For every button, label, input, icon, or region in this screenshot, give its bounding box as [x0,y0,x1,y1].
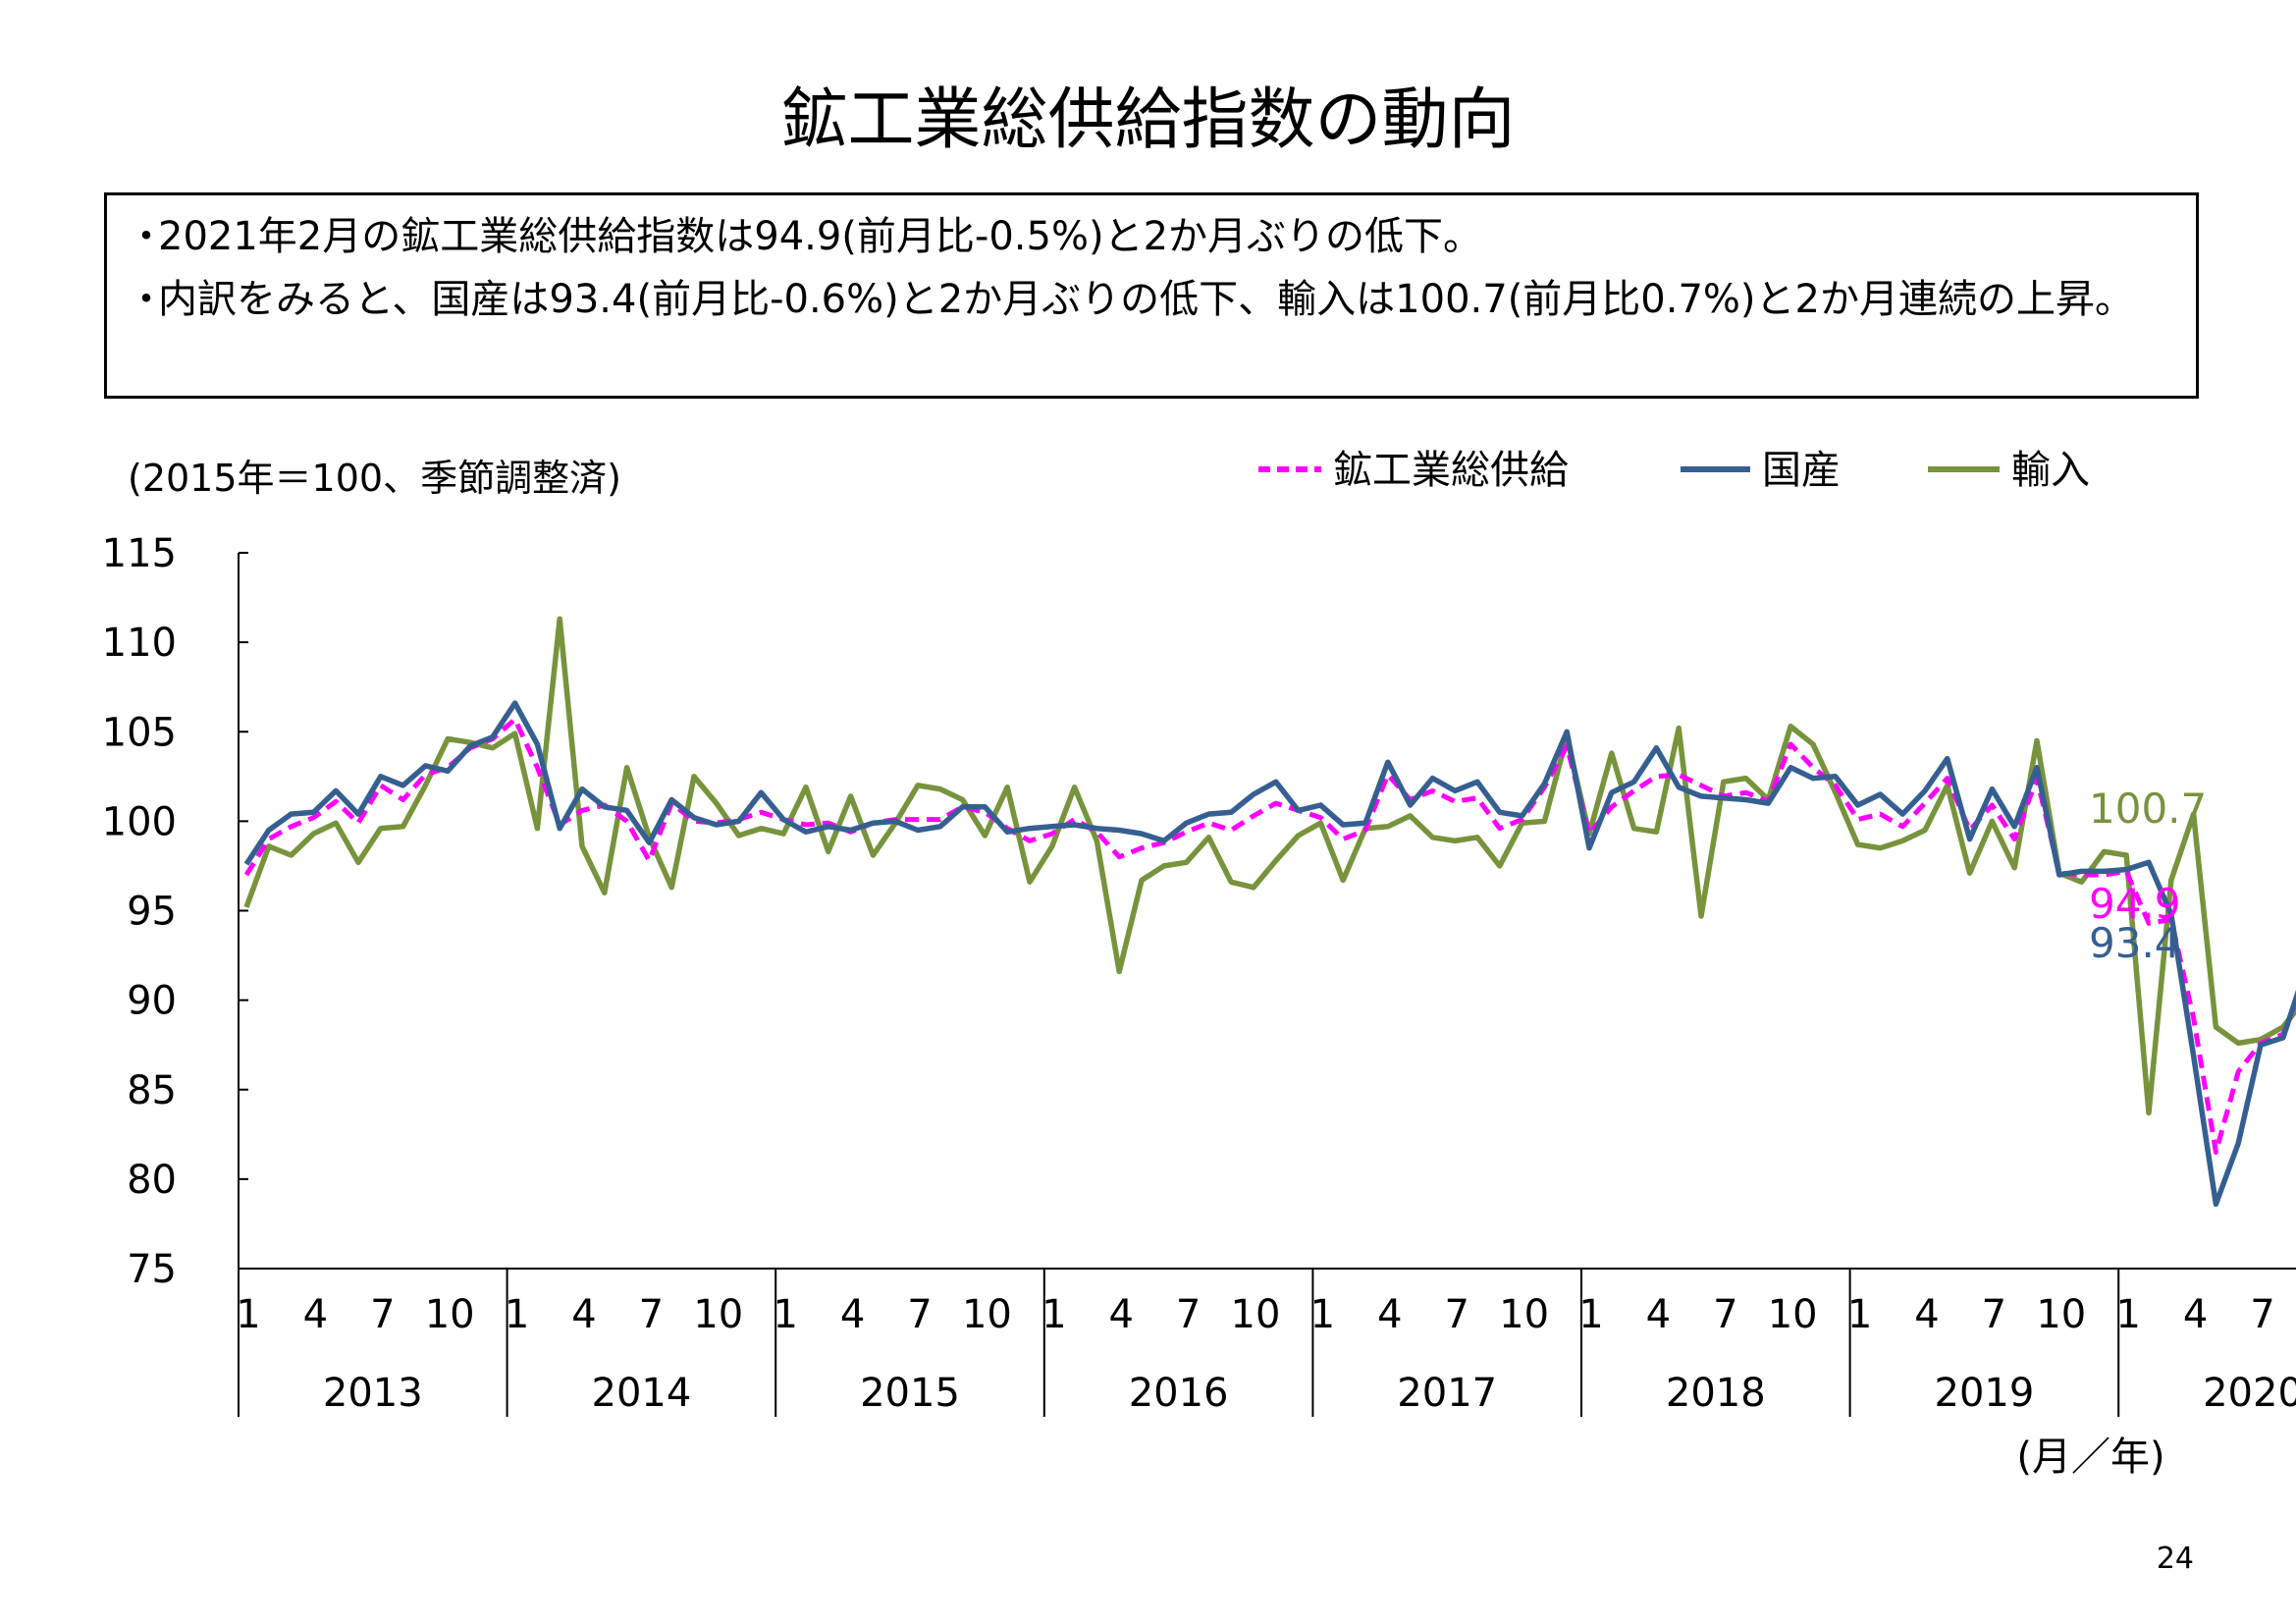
x-month-label: 7 [2250,1292,2274,1337]
x-month-label: 10 [425,1292,475,1337]
x-month-label: 7 [639,1292,664,1337]
x-month-label: 7 [1176,1292,1201,1337]
x-year-label: 2013 [323,1371,423,1416]
x-month-label: 7 [370,1292,395,1337]
x-month-label: 7 [1444,1292,1468,1337]
summary-bullet-2: ・ 内訳をみると、国産は93.4(前月比-0.6%)と2か月ぶりの低下、輸入は1… [127,272,2176,327]
x-month-label: 4 [1646,1292,1671,1337]
y-tick-label: 90 [127,979,177,1024]
x-month-label: 7 [907,1292,932,1337]
x-month-label: 1 [773,1292,797,1337]
x-month-label: 4 [1914,1292,1939,1337]
y-tick-label: 80 [127,1158,177,1203]
x-month-label: 10 [2036,1292,2086,1337]
x-month-label: 1 [236,1292,260,1337]
summary-bullet-1: ・ 2021年2月の鉱工業総供給指数は94.9(前月比-0.5%)と2か月ぶりの… [127,209,2176,264]
x-month-label: 1 [2115,1292,2140,1337]
x-month-label: 4 [1108,1292,1133,1337]
x-month-label: 7 [1713,1292,1737,1337]
page-number: 24 [2156,1542,2194,1576]
series-end-label-2: 93.4 [2089,919,2181,967]
x-month-label: 1 [1310,1292,1335,1337]
x-month-label: 10 [1231,1292,1281,1337]
x-month-label: 10 [693,1292,743,1337]
x-month-label: 7 [1982,1292,2006,1337]
x-month-label: 4 [303,1292,328,1337]
x-year-label: 2015 [860,1371,960,1416]
x-month-label: 4 [840,1292,865,1337]
x-month-label: 1 [1847,1292,1872,1337]
x-month-label: 10 [1768,1292,1818,1337]
legend-label-3: 輸入 [2011,448,2090,493]
chart-unit-note: (2015年＝100、季節調整済) [128,457,621,500]
x-month-label: 1 [1041,1292,1066,1337]
x-year-label: 2017 [1397,1371,1497,1416]
page-title: 鉱工業総供給指数の動向 [780,81,1516,159]
legend-label-1: 鉱工業総供給 [1333,448,1569,493]
x-month-label: 1 [505,1292,529,1337]
x-year-label: 2019 [1935,1371,2035,1416]
x-month-label: 4 [1377,1292,1402,1337]
summary-box: ・ 2021年2月の鉱工業総供給指数は94.9(前月比-0.5%)と2か月ぶりの… [104,192,2199,399]
y-tick-label: 75 [127,1247,177,1292]
y-tick-label: 85 [127,1068,177,1113]
y-tick-label: 110 [102,621,177,666]
x-year-label: 2016 [1129,1371,1229,1416]
x-month-label: 1 [1578,1292,1603,1337]
x-year-label: 2020 [2203,1371,2296,1416]
x-month-label: 4 [2183,1292,2208,1337]
x-axis-unit-label: (月／年) [2016,1435,2164,1480]
legend-label-2: 国産 [1762,448,1841,493]
y-tick-label: 95 [127,890,177,935]
x-month-label: 10 [1499,1292,1549,1337]
y-tick-label: 115 [102,531,177,576]
x-month-label: 4 [571,1292,596,1337]
series-end-label-1: 94.9 [2089,880,2181,928]
x-year-label: 2018 [1666,1371,1766,1416]
x-year-label: 2014 [592,1371,692,1416]
summary-text-2: 内訳をみると、国産は93.4(前月比-0.6%)と2か月ぶりの低下、輸入は100… [158,277,2134,322]
series-line-3 [243,616,2296,1116]
series-end-label-3: 100.7 [2089,785,2207,833]
x-month-label: 10 [962,1292,1012,1337]
series-line-2 [243,700,2296,1208]
summary-text-1: 2021年2月の鉱工業総供給指数は94.9(前月比-0.5%)と2か月ぶりの低下… [158,214,1483,259]
y-tick-label: 105 [102,710,177,755]
y-tick-label: 100 [102,799,177,844]
